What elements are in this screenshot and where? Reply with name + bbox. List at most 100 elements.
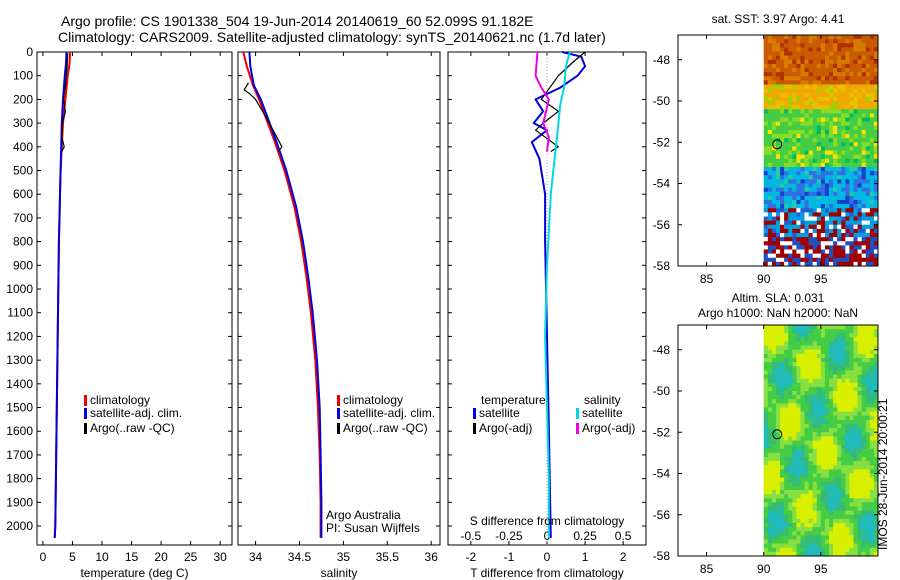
map-cell xyxy=(857,378,862,384)
map-cell xyxy=(804,224,809,230)
map-cell xyxy=(857,216,862,221)
map-cell xyxy=(849,109,854,114)
map-cell xyxy=(816,162,822,168)
map-cell xyxy=(849,51,854,56)
map-cell xyxy=(804,117,809,122)
map-cell xyxy=(780,448,785,454)
map-cell xyxy=(869,191,875,197)
map-cell xyxy=(857,113,862,118)
map-cell xyxy=(845,183,850,188)
map-cell xyxy=(824,55,830,61)
map-cell xyxy=(808,452,813,458)
map-cell xyxy=(837,473,842,478)
map-cell xyxy=(865,183,871,188)
map-cell xyxy=(800,109,805,114)
map-cell xyxy=(845,96,850,102)
map-cell xyxy=(833,341,838,346)
map-cell xyxy=(833,146,838,151)
map-cell xyxy=(775,432,781,437)
map-cell xyxy=(861,469,867,474)
map-cell xyxy=(841,547,846,553)
map-cell xyxy=(796,195,801,201)
map-cell xyxy=(796,191,801,197)
map-cell xyxy=(808,76,813,81)
map-cell xyxy=(837,208,842,213)
map-cell xyxy=(792,121,797,127)
map-cell xyxy=(775,457,781,462)
map-cell xyxy=(865,191,871,197)
map-cell xyxy=(820,212,826,217)
map-cell xyxy=(849,329,854,334)
map-cell xyxy=(857,121,862,127)
map-cell xyxy=(824,162,830,168)
map-cell xyxy=(800,452,805,458)
map-cell xyxy=(829,539,834,544)
map-cell xyxy=(853,473,858,478)
map-cell xyxy=(780,481,785,487)
map-cell xyxy=(853,539,858,544)
map-cell xyxy=(763,101,769,106)
map-cell xyxy=(857,477,862,483)
map-cell xyxy=(788,362,793,367)
map-cell xyxy=(816,399,822,404)
map-cell xyxy=(869,498,875,503)
map-cell xyxy=(780,134,785,139)
map-cell xyxy=(775,72,781,77)
map-cell xyxy=(845,245,850,250)
map-cell xyxy=(837,125,842,131)
map-cell xyxy=(857,208,862,213)
map-cell xyxy=(865,47,871,52)
map-cell xyxy=(796,531,801,536)
map-cell xyxy=(775,134,781,139)
map-cell xyxy=(857,469,862,474)
map-cell xyxy=(767,457,773,462)
map-cell xyxy=(837,457,842,462)
map-cell xyxy=(837,448,842,454)
map-cell xyxy=(767,531,773,536)
map-cell xyxy=(816,142,822,147)
map-cell xyxy=(804,428,809,433)
map-cell xyxy=(853,506,858,511)
sla-field xyxy=(763,325,879,557)
map-cell xyxy=(775,183,781,188)
map-cell xyxy=(873,162,879,168)
map-cell xyxy=(796,440,801,445)
map-cell xyxy=(808,35,813,40)
map-cell xyxy=(784,175,789,180)
map-cell xyxy=(804,424,809,429)
map-cell xyxy=(816,233,822,238)
map-cell xyxy=(775,490,781,495)
map-cell xyxy=(837,228,842,234)
map-cell xyxy=(857,436,862,441)
map-cell xyxy=(873,261,879,267)
map-cell xyxy=(849,224,854,230)
map-cell xyxy=(845,142,850,147)
map-cell xyxy=(804,237,809,242)
map-cell xyxy=(865,179,871,184)
map-cell xyxy=(788,325,793,330)
map-cell xyxy=(861,212,867,217)
map-cell xyxy=(784,370,789,375)
map-cell xyxy=(853,80,858,85)
map-cell xyxy=(800,469,805,474)
map-cell xyxy=(775,101,781,106)
map-cell xyxy=(869,212,875,217)
map-cell xyxy=(837,403,842,408)
map-cell xyxy=(771,208,777,213)
map-cell xyxy=(775,117,781,122)
map-cell xyxy=(812,134,818,139)
map-cell xyxy=(792,506,797,511)
map-cell xyxy=(873,171,879,176)
map-cell xyxy=(804,150,809,155)
map-cell xyxy=(820,386,826,392)
map-cell xyxy=(824,543,830,549)
map-cell xyxy=(808,43,813,48)
map-cell xyxy=(853,195,858,201)
map-cell xyxy=(767,224,773,230)
map-cell xyxy=(771,473,777,478)
map-cell xyxy=(796,535,801,540)
map-cell xyxy=(857,415,862,421)
map-cell xyxy=(869,395,875,400)
map-cell xyxy=(788,395,793,400)
map-cell xyxy=(804,171,809,176)
